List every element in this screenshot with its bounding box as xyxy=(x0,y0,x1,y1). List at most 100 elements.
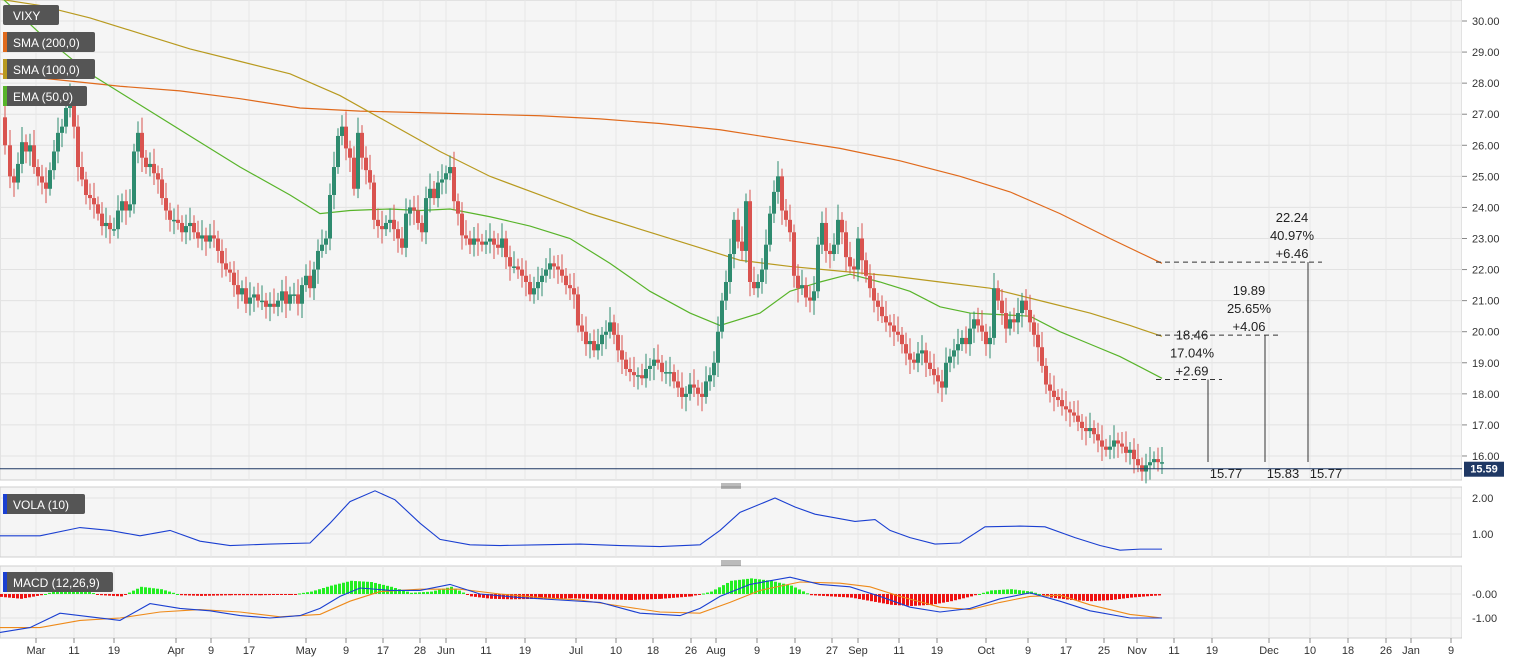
macd-histogram-bar xyxy=(152,588,155,594)
candle-body xyxy=(48,170,52,189)
macd-histogram-bar xyxy=(140,586,143,594)
candle-body xyxy=(568,285,572,289)
macd-histogram-bar xyxy=(998,589,1001,594)
macd-histogram-bar xyxy=(862,594,865,600)
macd-histogram-bar xyxy=(482,594,485,598)
candle-body xyxy=(900,334,904,345)
candle-body xyxy=(836,219,840,245)
candle-body xyxy=(832,244,836,255)
x-tick-label: 19 xyxy=(108,645,120,657)
candle-body xyxy=(748,201,752,282)
projection-target-label: 22.24 xyxy=(1276,210,1309,225)
candle-body xyxy=(428,188,432,199)
legend-sma100[interactable]: SMA (100,0) xyxy=(3,59,95,79)
main-panel[interactable] xyxy=(0,0,1463,481)
macd-histogram-bar xyxy=(926,594,929,606)
projection-target-label: 19.89 xyxy=(1233,283,1266,298)
macd-histogram-bar xyxy=(942,594,945,603)
projection-pct-label: 25.65% xyxy=(1227,301,1272,316)
candle-body xyxy=(268,303,272,307)
macd-histogram-bar xyxy=(1146,594,1149,597)
macd-histogram-bar xyxy=(962,594,965,599)
candle-body xyxy=(120,201,124,211)
last-price-badge xyxy=(1464,461,1504,477)
candle-body xyxy=(944,362,948,388)
candle-body xyxy=(384,222,388,230)
macd-histogram-bar xyxy=(268,594,271,596)
candle-body xyxy=(860,238,864,261)
macd-histogram-bar xyxy=(866,594,869,601)
y-tick-label: 2.00 xyxy=(1472,493,1493,505)
candle-body xyxy=(168,210,172,220)
candle-body xyxy=(104,222,108,227)
y-tick-label: 29.00 xyxy=(1472,47,1500,59)
candle-body xyxy=(280,291,284,301)
legend-ema50[interactable]: EMA (50,0) xyxy=(3,86,87,106)
macd-histogram-bar xyxy=(762,579,765,594)
candle-body xyxy=(792,232,796,276)
legend-macd[interactable]: MACD (12,26,9) xyxy=(3,572,113,592)
y-tick-label: 16.00 xyxy=(1472,451,1500,463)
pane-splitter-icon[interactable] xyxy=(721,560,741,566)
macd-histogram-bar xyxy=(56,590,59,594)
x-tick-label: 11 xyxy=(68,645,79,657)
candle-body xyxy=(76,126,80,168)
macd-histogram-bar xyxy=(954,594,957,601)
x-tick-label: Dec xyxy=(1259,645,1279,657)
macd-histogram-bar xyxy=(454,588,457,594)
x-tick-label: 18 xyxy=(647,645,659,657)
x-tick-label: 9 xyxy=(343,645,349,657)
macd-histogram-bar xyxy=(250,594,253,596)
candle-body xyxy=(776,176,780,192)
candle-body xyxy=(772,191,776,214)
macd-histogram-bar xyxy=(594,594,597,600)
macd-histogram-bar xyxy=(180,594,183,596)
candle-body xyxy=(24,142,28,152)
legend-symbol[interactable]: VIXY xyxy=(3,5,59,25)
legend-vola[interactable]: VOLA (10) xyxy=(3,494,85,514)
macd-histogram-bar xyxy=(498,594,501,599)
macd-histogram-bar xyxy=(958,594,961,600)
macd-histogram-bar xyxy=(600,594,603,600)
candle-body xyxy=(660,362,664,373)
candle-body xyxy=(984,331,988,345)
candle-body xyxy=(964,337,968,345)
macd-histogram-bar xyxy=(634,594,637,600)
candle-body xyxy=(828,250,832,255)
macd-histogram-bar xyxy=(230,594,233,596)
macd-histogram-bar xyxy=(302,592,305,594)
macd-histogram-bar xyxy=(164,590,167,594)
macd-histogram-bar xyxy=(616,594,619,600)
macd-histogram-bar xyxy=(280,594,283,595)
macd-histogram-bar xyxy=(978,594,981,595)
candle-body xyxy=(1052,390,1056,397)
macd-histogram-bar xyxy=(288,594,291,595)
macd-histogram-bar xyxy=(570,594,573,599)
candle-body xyxy=(728,254,732,282)
macd-histogram-bar xyxy=(458,590,461,594)
legend-sma200[interactable]: SMA (200,0) xyxy=(3,32,95,52)
candle-body xyxy=(368,170,372,183)
candle-body xyxy=(500,238,504,248)
macd-histogram-bar xyxy=(586,594,589,599)
macd-histogram-bar xyxy=(1070,594,1073,600)
candle-body xyxy=(136,132,140,152)
projection-base-label: 15.83 xyxy=(1267,466,1300,481)
macd-histogram-bar xyxy=(624,594,627,600)
macd-histogram-bar xyxy=(722,585,725,594)
y-tick-label: 19.00 xyxy=(1472,358,1500,370)
candle-body xyxy=(780,176,784,211)
candle-body xyxy=(96,204,100,214)
macd-histogram-bar xyxy=(738,579,741,594)
macd-histogram-bar xyxy=(930,594,933,605)
candle-body xyxy=(1040,347,1044,366)
candle-body xyxy=(552,263,556,267)
macd-histogram-bar xyxy=(148,587,151,594)
y-tick-label: 17.00 xyxy=(1472,420,1500,432)
macd-histogram-bar xyxy=(12,594,15,599)
macd-histogram-bar xyxy=(1010,589,1013,594)
candle-body xyxy=(376,219,380,227)
macd-histogram-bar xyxy=(410,592,413,594)
pane-splitter-icon[interactable] xyxy=(721,483,741,489)
